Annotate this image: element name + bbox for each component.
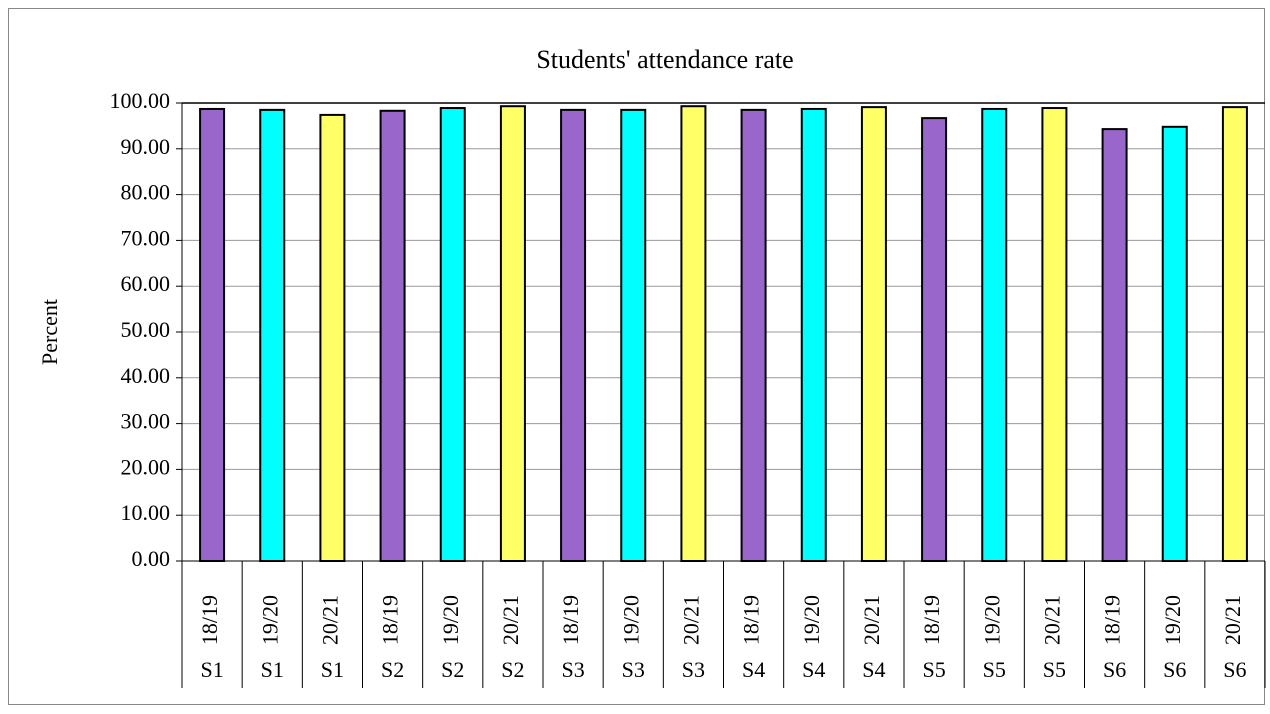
bar	[319, 113, 346, 563]
y-tick-label: 30.00	[121, 409, 171, 434]
x-tick-label: 19/20	[799, 595, 824, 645]
bar	[499, 105, 526, 563]
x-tick-label: 19/20	[618, 595, 643, 645]
x-group-label: S4	[742, 657, 765, 682]
bar	[1221, 106, 1248, 562]
x-tick-label: 20/21	[859, 595, 884, 645]
x-group-label: S6	[1223, 657, 1246, 682]
bar	[800, 107, 827, 562]
bar	[379, 109, 406, 562]
x-tick-label: 18/19	[919, 595, 944, 645]
y-axis-label: Percent	[37, 299, 62, 365]
y-tick-label: 60.00	[121, 271, 171, 296]
x-tick-label: 18/19	[739, 595, 764, 645]
x-group-label: S6	[1103, 657, 1126, 682]
x-group-label: S5	[983, 657, 1006, 682]
bar	[620, 108, 647, 563]
y-tick-label: 20.00	[121, 454, 171, 479]
x-tick-label: 18/19	[378, 595, 403, 645]
x-group-label: S3	[682, 657, 705, 682]
x-group-label: S1	[261, 657, 284, 682]
bar	[1101, 128, 1128, 563]
x-tick-label: 20/21	[317, 595, 342, 645]
x-group-label: S3	[622, 657, 645, 682]
y-tick-label: 50.00	[121, 317, 171, 342]
bar	[1161, 125, 1188, 562]
x-tick-label: 18/19	[558, 595, 583, 645]
x-group-label: S3	[561, 657, 584, 682]
x-tick-label: 19/20	[979, 595, 1004, 645]
y-tick-label: 40.00	[121, 363, 171, 388]
y-tick-label: 0.00	[132, 546, 171, 571]
x-tick-label: 19/20	[1160, 595, 1185, 645]
x-group-label: S2	[441, 657, 464, 682]
x-tick-label: 20/21	[498, 595, 523, 645]
x-tick-label: 20/21	[678, 595, 703, 645]
y-tick-label: 90.00	[121, 134, 171, 159]
bar	[199, 107, 226, 562]
x-tick-label: 19/20	[257, 595, 282, 645]
x-tick-label: 20/21	[1220, 595, 1245, 645]
bar	[921, 117, 948, 562]
x-tick-label: 18/19	[1100, 595, 1125, 645]
bar	[1041, 107, 1068, 563]
x-tick-label: 18/19	[197, 595, 222, 645]
x-group-label: S4	[802, 657, 825, 682]
y-tick-label: 10.00	[121, 500, 171, 525]
bar	[439, 107, 466, 563]
bar	[740, 108, 767, 563]
bar	[680, 105, 707, 563]
bar	[560, 108, 587, 563]
y-tick-label: 100.00	[110, 88, 171, 113]
x-tick-label: 19/20	[438, 595, 463, 645]
x-group-label: S6	[1163, 657, 1186, 682]
bar	[860, 106, 887, 562]
x-group-label: S5	[922, 657, 945, 682]
y-tick-label: 70.00	[121, 225, 171, 250]
bar	[259, 108, 286, 563]
chart-title: Students' attendance rate	[536, 45, 793, 74]
x-tick-label: 20/21	[1039, 595, 1064, 645]
x-group-label: S5	[1043, 657, 1066, 682]
x-group-label: S2	[501, 657, 524, 682]
bar	[981, 107, 1008, 562]
x-group-label: S1	[200, 657, 223, 682]
x-group-label: S1	[321, 657, 344, 682]
y-tick-label: 80.00	[121, 180, 171, 205]
x-group-label: S4	[862, 657, 885, 682]
x-group-label: S2	[381, 657, 404, 682]
